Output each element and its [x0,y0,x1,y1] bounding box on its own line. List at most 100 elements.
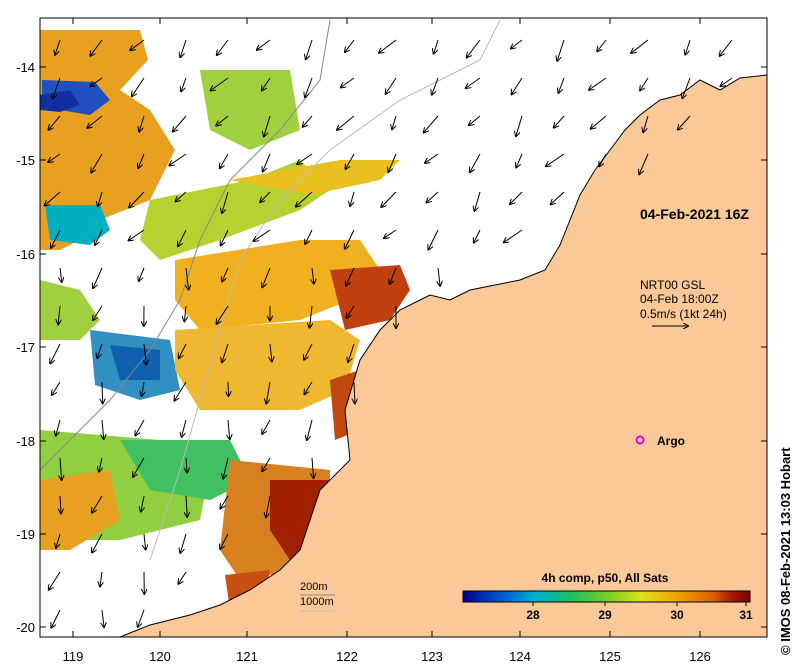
current-arrow [474,229,481,243]
current-arrow [262,77,271,91]
isobath-1000m [149,19,501,561]
current-arrow [91,153,103,173]
current-arrow [144,533,146,550]
current-arrow [597,39,607,51]
current-arrow [180,39,187,57]
current-arrow [392,115,397,129]
current-arrow [102,381,103,403]
current-arrow [182,419,187,437]
current-arrow [346,153,355,169]
current-arrow [350,191,355,206]
current-arrow [297,153,313,164]
current-arrow [312,457,314,478]
credit-text: © IMOS 08-Feb-2021 13:03 Hobart [778,385,798,655]
current-arrow [263,153,271,171]
current-arrow [424,115,439,133]
current-arrow [381,191,397,207]
current-scale-label: 0.5m/s (1kt 24h) [640,307,727,321]
plot-frame [39,17,768,638]
x-tick-label: 126 [689,649,711,664]
current-arrow [220,495,229,509]
current-arrow [379,39,397,53]
colorbar-tick-label: 31 [739,608,753,622]
current-arrow [228,419,230,439]
current-arrow [591,115,607,129]
current-arrow [304,381,313,394]
current-arrow [179,343,187,358]
y-tick-label: -14 [16,60,35,75]
argo-marker[interactable] [635,435,645,445]
current-arrow [99,457,102,472]
current-arrow [262,457,271,471]
current-arrow [589,77,607,90]
sst-field [40,30,410,610]
current-arrow [640,77,649,90]
current-arrow [312,267,314,284]
current-arrow [217,305,229,324]
current-arrow [467,39,481,57]
colorbar-tick-label: 30 [670,608,684,622]
current-arrow [262,267,271,287]
current-arrow [130,39,145,50]
current-arrow [264,115,271,137]
x-tick-label: 120 [149,649,171,664]
current-arrow [56,419,61,436]
current-vectors [45,39,733,628]
current-arrow [176,191,187,201]
current-source: NRT00 GSL [640,278,705,292]
current-arrow [304,343,313,360]
current-arrow [133,457,145,477]
current-arrow [184,305,186,321]
current-arrow [138,609,145,627]
isobath-1000m-label: 1000m [300,596,334,608]
current-arrow [49,571,61,590]
current-arrow [438,267,440,286]
current-arrow [305,229,313,244]
y-tick-label: -16 [16,247,35,262]
current-arrow [720,39,733,56]
current-arrow [53,77,61,99]
current-arrow [174,381,187,401]
current-arrow [466,77,481,88]
current-arrow [102,419,104,439]
x-tick-label: 125 [599,649,621,664]
current-arrow [91,77,103,86]
current-arrow [303,115,313,127]
colorbar-title: 4h comp, p50, All Sats [542,571,669,585]
current-arrow [173,115,187,132]
current-arrow [211,77,229,91]
current-arrow [51,609,61,628]
current-arrow [58,305,60,324]
y-tick-label: -19 [16,527,35,542]
x-tick-label: 122 [336,649,358,664]
current-arrow [546,153,565,166]
current-arrow [129,191,145,208]
current-arrow [554,115,565,128]
current-arrow [390,267,397,284]
current-arrow [60,457,62,480]
current-arrow [511,39,523,49]
current-arrow [139,267,145,281]
current-arrow [220,153,229,168]
current-arrow [384,229,397,238]
current-arrow [60,267,62,282]
current-arrow [55,39,61,55]
current-arrow [678,115,691,130]
current-arrow [510,191,523,204]
current-arrow [221,229,229,245]
x-tick-label: 119 [63,649,84,664]
current-arrow [557,39,565,61]
current-arrow [631,39,649,53]
current-arrow [262,419,271,434]
current-arrow [551,191,565,204]
current-arrow [97,343,103,358]
current-arrow [144,343,146,365]
current-arrow [60,495,61,513]
current-arrow [354,381,355,403]
current-arrow [434,39,439,54]
current-arrow [512,77,523,94]
current-arrow [516,153,523,167]
current-arrow [296,191,313,207]
current-arrow [102,609,104,627]
current-arrow [220,533,229,549]
